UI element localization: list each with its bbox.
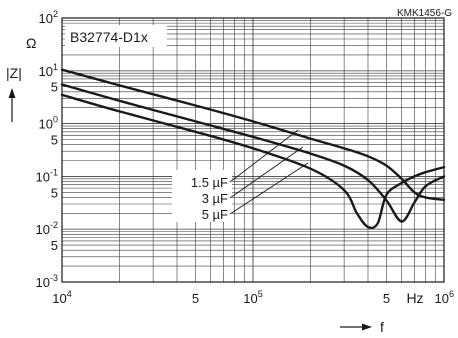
x-tick-label: 5 [192,291,199,306]
x-axis-arrow-icon [340,323,372,331]
x-tick-label: 105 [243,289,262,306]
legend-leader-3uf [229,146,304,199]
x-unit: Hz [406,290,423,306]
y-tick-label: 102 [39,9,58,26]
x-tick-label: 104 [52,289,71,306]
legend: 1.5 µF 3 µF 5 µF [172,129,309,222]
legend-label-1-5uf: 1.5 µF [191,175,228,190]
y-axis-arrow-icon [8,88,16,122]
y-axis-label: |Z| [6,65,22,81]
grid [61,17,445,283]
y-tick-label: 10-2 [36,220,58,237]
legend-label-3uf: 3 µF [202,191,228,206]
series-line-1 [60,68,446,201]
y-tick-label: 10-3 [36,273,58,290]
legend-label-5uf: 5 µF [202,207,228,222]
series-group [60,68,446,230]
y-tick-label: 10-1 [36,167,58,184]
x-axis-label: f [380,319,384,335]
legend-leader-5uf [229,162,309,215]
y-tick-label: 101 [39,62,58,79]
series-line-3 [60,93,446,230]
legend-background [172,170,232,222]
x-tick-labels: 104 5 105 5 106 [52,289,454,306]
figure-id: KMK1456-G [397,8,452,19]
y-tick-label: 5 [51,185,58,200]
y-unit: Ω [26,35,36,51]
x-tick-label: 5 [383,291,390,306]
x-tick-label: 106 [435,289,454,306]
plot-frame [61,17,445,283]
part-label-box [65,25,167,47]
y-tick-label: 5 [51,132,58,147]
part-label: B32774-D1x [70,29,148,45]
series-line-2 [60,83,446,223]
y-tick-label: 100 [39,115,58,132]
y-tick-label: 5 [51,238,58,253]
legend-leader-1-5uf [229,129,299,183]
y-tick-label: 5 [51,80,58,95]
